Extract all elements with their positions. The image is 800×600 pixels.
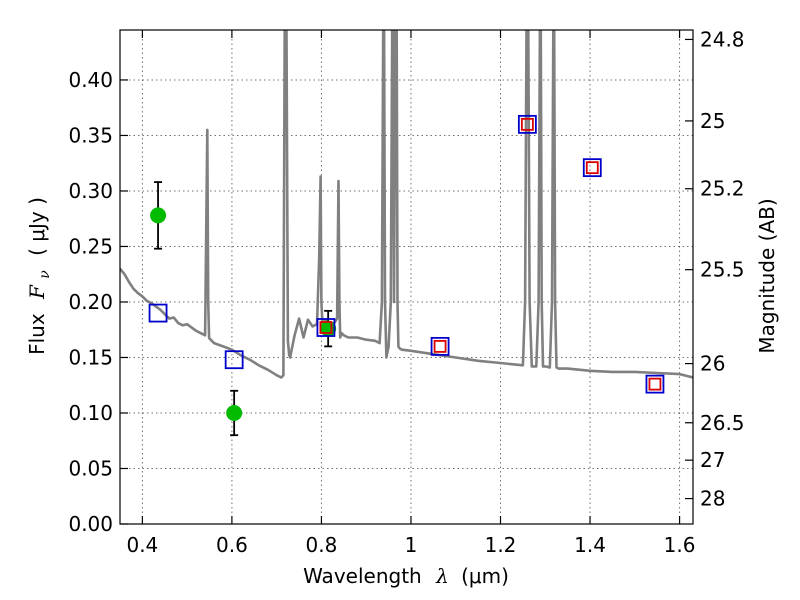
x-axis-title: Wavelength λ (μm)	[303, 564, 509, 588]
y-tick-label: 0.10	[68, 401, 113, 425]
magnitude-axis-title: Magnitude (AB)	[755, 198, 779, 353]
model-spectrum-line	[120, 30, 693, 379]
magnitude-tick-label: 24.8	[700, 27, 745, 51]
x-tick-label: 1.4	[574, 533, 606, 557]
y-axis-title-text: Flux	[25, 313, 49, 355]
magnitude-tick-label: 25.2	[700, 177, 745, 201]
y-axis-title-symbol: F	[25, 284, 49, 300]
model-photometry-marker	[430, 336, 450, 356]
y-tick-label: 0.30	[68, 179, 113, 203]
y-tick-label: 0.35	[68, 123, 113, 147]
magnitude-tick-label: 25	[700, 109, 725, 133]
magnitude-axis: 24.8 25 25.2 25.5 26 26.5 27 28	[685, 27, 745, 511]
y-tick-label: 0.40	[68, 68, 113, 92]
y-axis: 0.00 0.05 0.10 0.15 0.20 0.25 0.30 0.35 0.40	[68, 68, 128, 536]
magnitude-tick-label: 26.5	[700, 411, 745, 435]
magnitude-tick-label: 25.5	[700, 258, 745, 282]
model-photometry-marker	[224, 350, 244, 370]
y-tick-label: 0.05	[68, 456, 113, 480]
marker-layer	[148, 114, 665, 437]
observed-flux-point	[226, 404, 243, 421]
synthetic-photometry-marker	[319, 321, 333, 334]
model-photometry-marker	[517, 114, 537, 134]
y-tick-label: 0.00	[68, 512, 113, 536]
x-tick-label: 1.2	[485, 533, 517, 557]
model-photometry-marker	[148, 303, 168, 323]
synthetic-photometry-marker	[520, 117, 534, 131]
magnitude-tick-label: 27	[700, 448, 725, 472]
synthetic-photometry-marker	[433, 339, 447, 353]
y-axis-title-subscript: ν	[37, 270, 53, 279]
grid	[120, 30, 693, 525]
observed-flux-point	[150, 207, 167, 224]
magnitude-tick-label: 28	[700, 487, 725, 511]
magnitude-tick-label: 26	[700, 352, 725, 376]
x-tick-label: 1	[405, 533, 418, 557]
plot-frame	[119, 29, 694, 525]
y-axis-title-unit: ( μJy )	[25, 197, 49, 256]
synthetic-photometry-marker	[585, 161, 599, 175]
x-tick-label: 0.6	[216, 533, 248, 557]
y-tick-label: 0.20	[68, 290, 113, 314]
model-photometry-marker	[316, 318, 336, 337]
model-photometry-marker	[645, 374, 665, 394]
synthetic-photometry-marker	[648, 377, 662, 391]
x-tick-label: 0.8	[306, 533, 338, 557]
model-photometry-marker	[582, 158, 602, 178]
x-tick-label: 0.4	[126, 533, 158, 557]
x-axis: 0.4 0.6 0.8 1 1.2 1.4 1.6	[126, 30, 695, 557]
y-axis-title: Flux F ν ( μJy )	[25, 197, 54, 355]
x-axis-title-symbol: λ	[435, 564, 449, 588]
y-tick-label: 0.15	[68, 345, 113, 369]
x-axis-title-text: Wavelength	[303, 564, 422, 588]
spectrum-layer	[120, 30, 693, 379]
x-axis-title-unit: (μm)	[461, 564, 509, 588]
x-tick-label: 1.6	[664, 533, 696, 557]
plot-area-background	[120, 30, 693, 524]
y-tick-label: 0.25	[68, 234, 113, 258]
